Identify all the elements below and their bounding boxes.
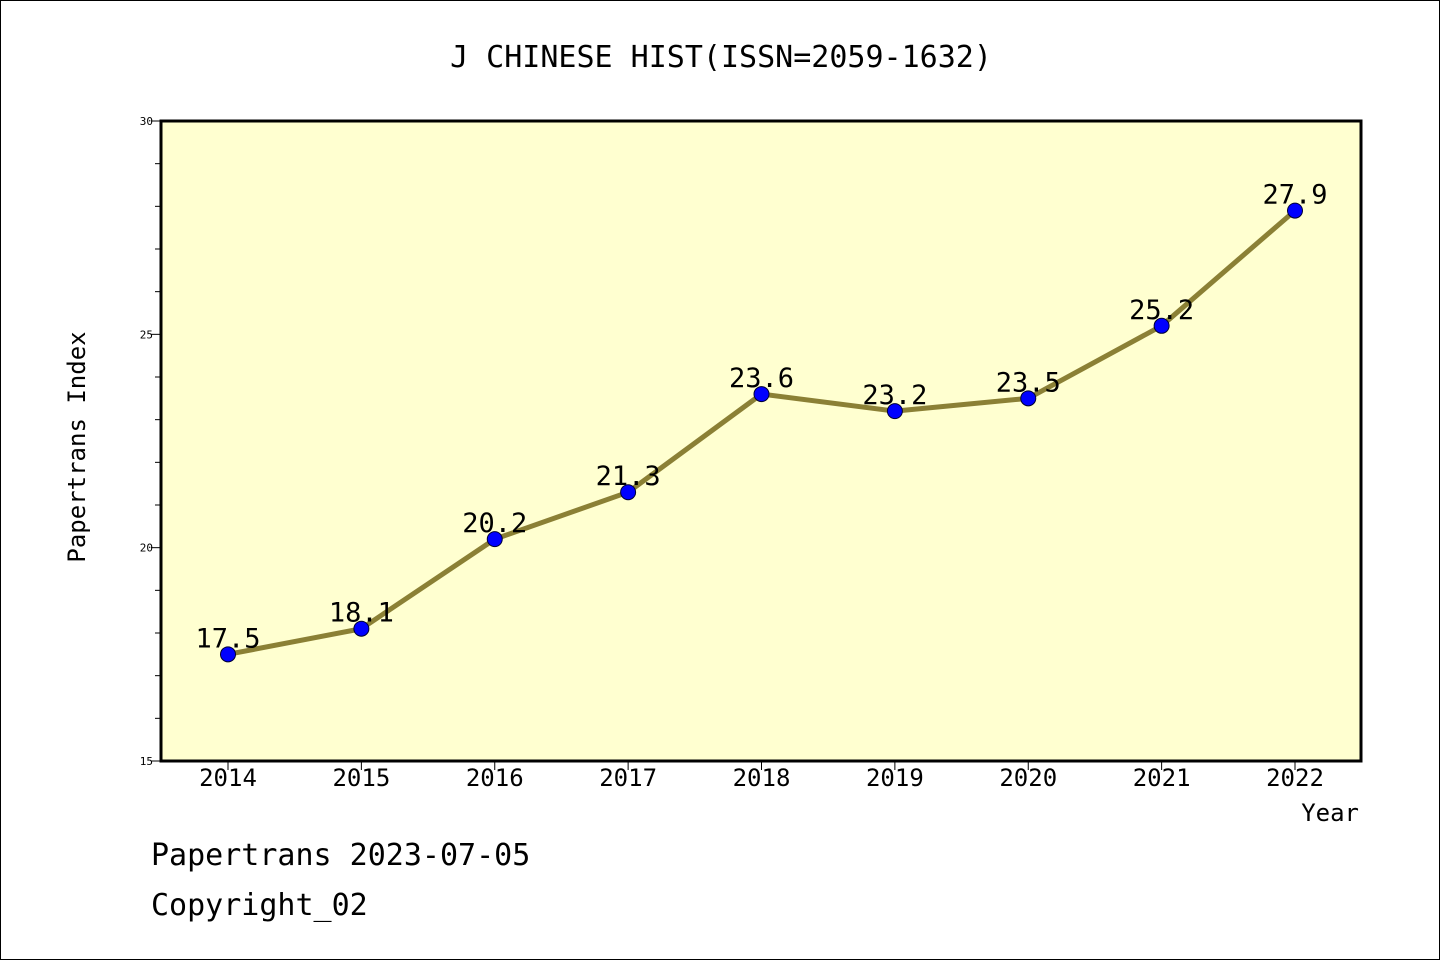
data-point bbox=[220, 646, 236, 663]
x-tick-label: 2021 bbox=[1133, 764, 1191, 792]
data-point bbox=[1020, 390, 1037, 407]
x-tick-label: 2017 bbox=[599, 764, 657, 792]
x-tick-label: 2022 bbox=[1266, 764, 1324, 792]
footer-copyright: Copyright_02 bbox=[151, 888, 368, 923]
x-tick-label: 2016 bbox=[466, 764, 524, 792]
x-tick-label: 2015 bbox=[332, 764, 390, 792]
chart-title: J CHINESE HIST(ISSN=2059-1632) bbox=[450, 40, 992, 75]
y-tick-label: 15 bbox=[140, 755, 153, 768]
x-axis: 2014 2015 2016 2017 2018 2019 2020 2021 2022 bbox=[199, 761, 1324, 792]
x-axis-label: Year bbox=[1301, 799, 1359, 827]
data-point bbox=[886, 403, 903, 420]
data-point bbox=[486, 531, 503, 548]
data-point bbox=[620, 484, 637, 501]
data-point bbox=[353, 620, 370, 637]
x-tick-label: 2018 bbox=[733, 764, 791, 792]
footer-date: Papertrans 2023-07-05 bbox=[151, 838, 530, 873]
x-tick-label: 2020 bbox=[999, 764, 1057, 792]
y-tick-label: 30 bbox=[140, 115, 153, 128]
y-tick-label: 20 bbox=[140, 542, 153, 555]
y-axis-label: Papertrans Index bbox=[63, 331, 91, 562]
y-tick-label: 25 bbox=[140, 328, 153, 341]
data-point bbox=[1153, 317, 1170, 334]
x-tick-label: 2014 bbox=[199, 764, 257, 792]
series-papertrans-index: 17.518.120.221.323.623.2 23.525.227.9 bbox=[195, 180, 1328, 663]
data-point bbox=[1287, 202, 1303, 219]
data-point bbox=[753, 386, 770, 403]
x-tick-label: 2019 bbox=[866, 764, 924, 792]
plot-area bbox=[159, 119, 1363, 763]
y-axis: 15 20 25 30 bbox=[140, 115, 161, 768]
